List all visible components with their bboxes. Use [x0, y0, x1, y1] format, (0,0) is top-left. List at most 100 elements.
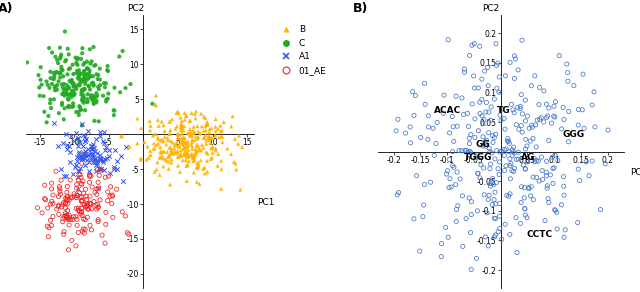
- Point: [109, 86, 120, 90]
- Point: [483, 197, 493, 202]
- Point: [471, 256, 481, 261]
- Point: [158, 164, 168, 169]
- Point: [188, 128, 198, 133]
- Point: [70, 163, 81, 167]
- Point: [180, 149, 191, 154]
- Point: [531, 145, 541, 149]
- Point: [559, 117, 569, 122]
- Point: [169, 145, 179, 150]
- Point: [187, 111, 197, 115]
- Point: [478, 135, 488, 139]
- Point: [486, 181, 496, 186]
- Point: [92, 99, 102, 103]
- Point: [189, 130, 200, 134]
- Point: [76, 77, 86, 82]
- Point: [67, 88, 77, 93]
- Point: [53, 79, 63, 84]
- Point: [35, 93, 45, 98]
- Point: [36, 65, 46, 69]
- Point: [77, 79, 87, 84]
- Point: [451, 207, 461, 212]
- Point: [92, 157, 102, 162]
- Text: GG: GG: [475, 140, 490, 149]
- Point: [432, 120, 442, 125]
- Point: [455, 177, 465, 181]
- Point: [200, 171, 210, 176]
- Point: [165, 128, 175, 132]
- Point: [507, 147, 517, 152]
- Point: [489, 216, 499, 220]
- Point: [444, 157, 454, 162]
- Point: [86, 147, 96, 152]
- Point: [213, 152, 223, 156]
- Point: [478, 144, 488, 148]
- Point: [579, 126, 589, 131]
- Point: [489, 97, 499, 101]
- Point: [484, 193, 494, 198]
- Point: [189, 155, 200, 159]
- Point: [508, 107, 518, 112]
- Point: [188, 155, 198, 160]
- Point: [460, 67, 470, 71]
- Point: [79, 76, 90, 81]
- Point: [95, 167, 105, 172]
- Point: [185, 118, 195, 123]
- Point: [534, 85, 545, 90]
- Point: [65, 149, 76, 154]
- Point: [74, 81, 84, 86]
- Point: [534, 102, 544, 107]
- Point: [90, 63, 100, 67]
- Point: [534, 117, 545, 122]
- Point: [489, 197, 499, 202]
- Point: [45, 69, 56, 74]
- Point: [95, 158, 106, 163]
- Point: [70, 165, 80, 170]
- Point: [60, 93, 70, 98]
- Point: [211, 117, 221, 121]
- Point: [52, 70, 62, 74]
- Point: [230, 161, 241, 166]
- Point: [69, 93, 79, 97]
- Point: [532, 118, 542, 122]
- Point: [549, 104, 559, 109]
- Point: [82, 66, 92, 71]
- Point: [442, 172, 452, 176]
- Point: [59, 81, 69, 86]
- Point: [145, 128, 156, 133]
- Point: [544, 106, 554, 110]
- Point: [183, 152, 193, 157]
- Point: [153, 137, 163, 141]
- Point: [89, 119, 99, 123]
- Point: [81, 197, 92, 202]
- Point: [57, 82, 67, 87]
- Point: [163, 136, 173, 140]
- Point: [76, 181, 86, 186]
- Point: [420, 102, 430, 107]
- Point: [163, 154, 173, 159]
- Point: [98, 139, 108, 144]
- Point: [159, 149, 170, 154]
- Point: [148, 133, 158, 138]
- Point: [48, 193, 58, 197]
- Point: [69, 83, 79, 88]
- Point: [513, 67, 524, 72]
- Point: [84, 173, 95, 178]
- Point: [558, 105, 568, 110]
- Point: [68, 215, 79, 219]
- Point: [536, 155, 547, 159]
- Point: [82, 100, 92, 105]
- Point: [61, 132, 72, 136]
- Point: [153, 135, 163, 140]
- Point: [511, 215, 521, 220]
- Point: [152, 160, 163, 164]
- Point: [204, 134, 214, 139]
- Point: [158, 156, 168, 161]
- Point: [68, 89, 78, 93]
- Point: [537, 168, 547, 173]
- Point: [40, 197, 51, 202]
- Point: [136, 157, 146, 162]
- Point: [528, 197, 538, 202]
- Point: [492, 148, 502, 153]
- Point: [65, 134, 76, 139]
- Point: [74, 187, 84, 191]
